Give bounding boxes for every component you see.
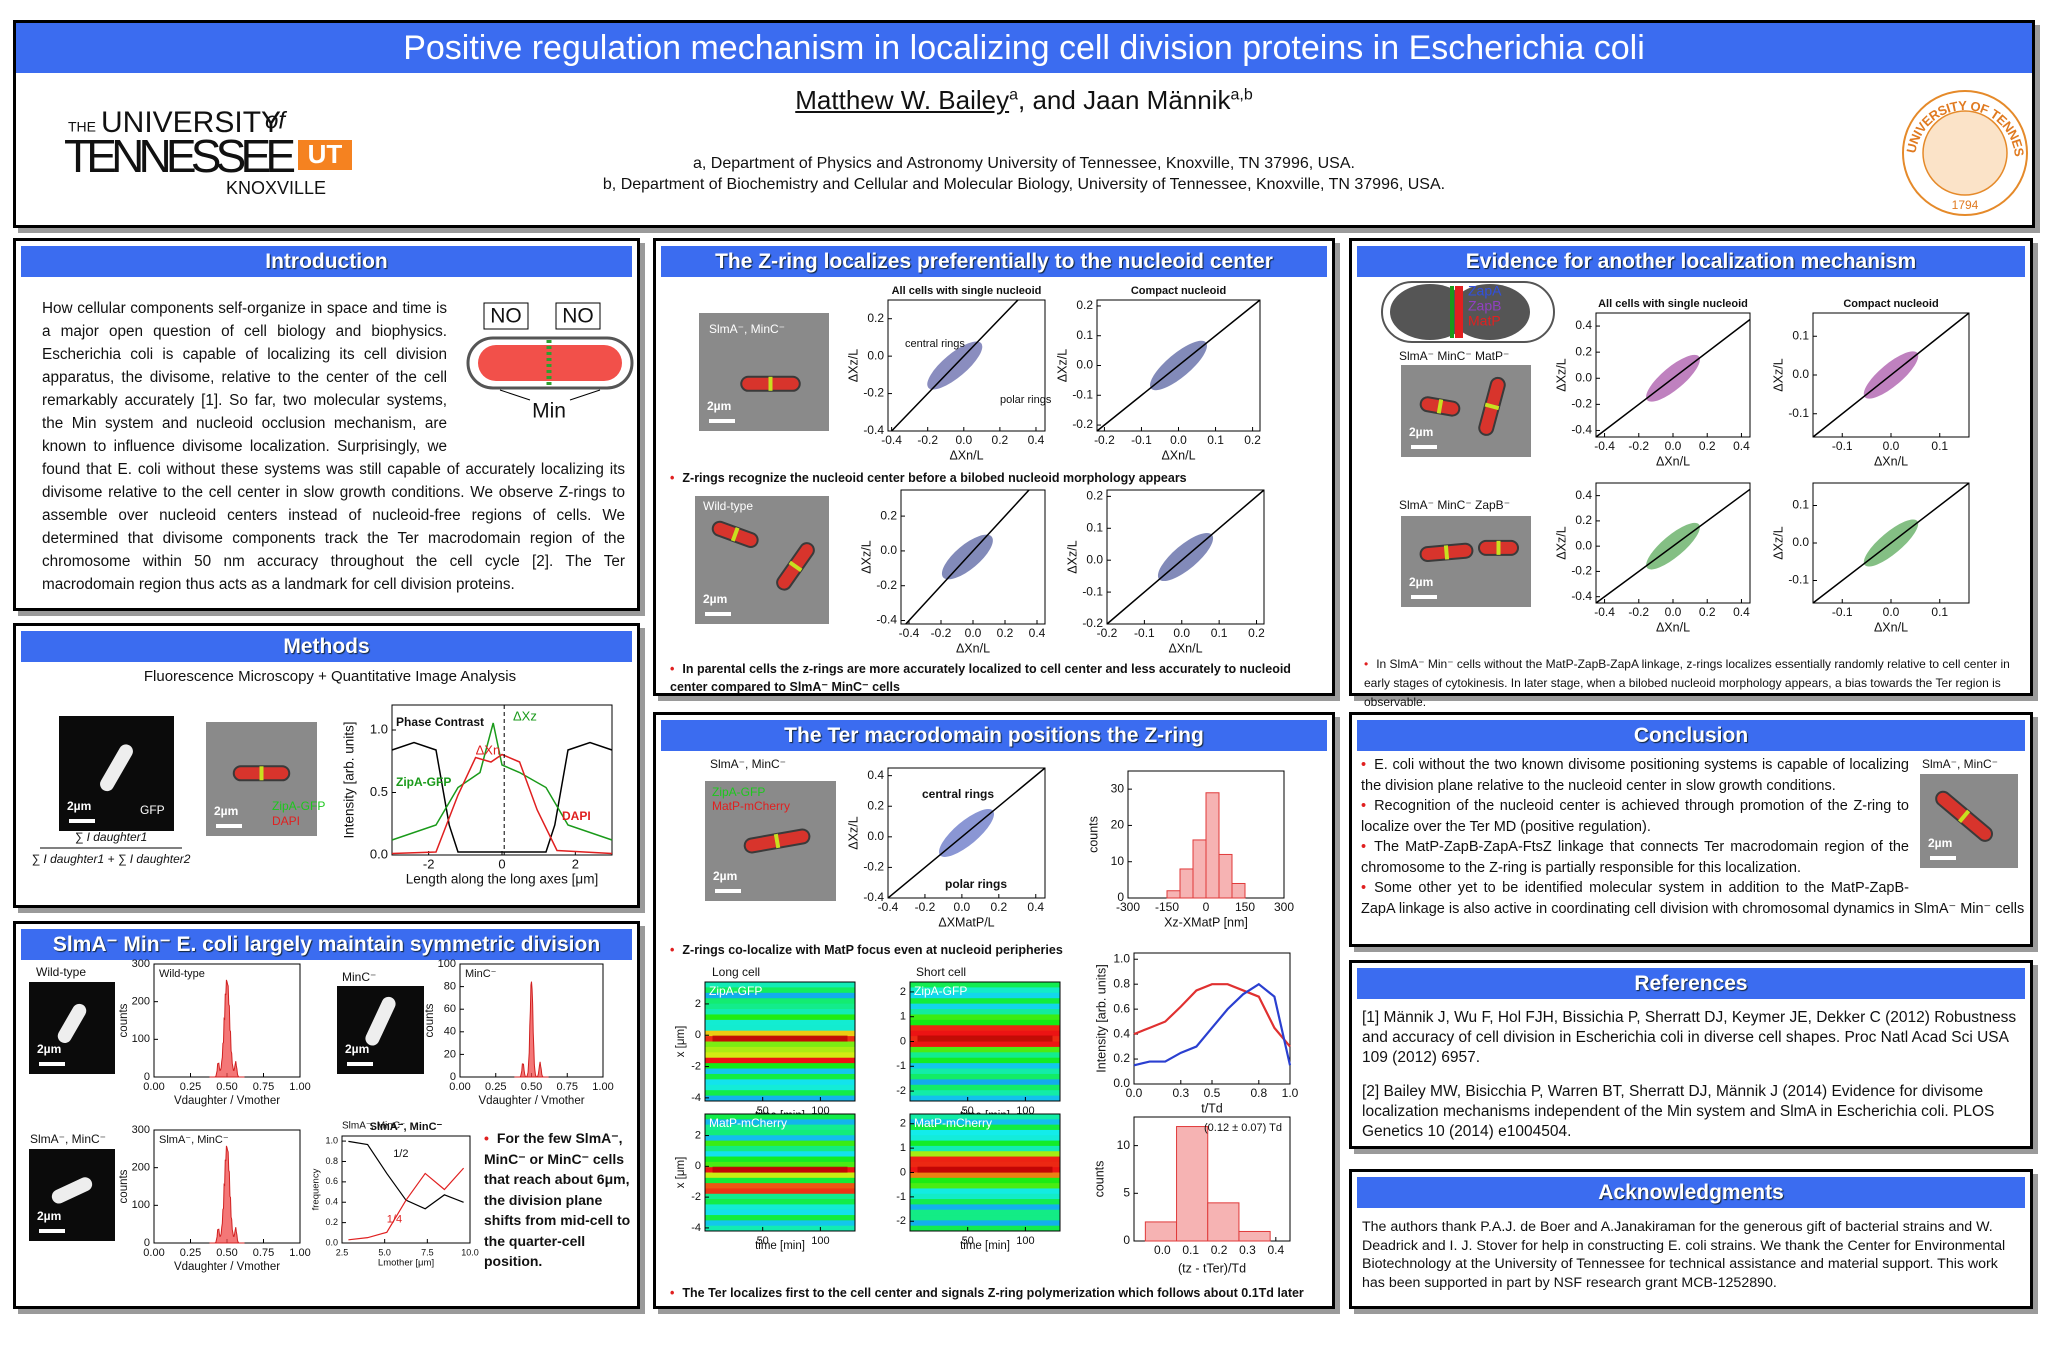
- spacer: [1909, 755, 2027, 881]
- author: , and Jaan Männik: [1018, 85, 1231, 115]
- bullet: The MatP-ZapB-ZapA-FtsZ linkage that con…: [1361, 837, 2027, 878]
- panel-title: Methods: [21, 631, 632, 662]
- panel-title: Evidence for another localization mechan…: [1357, 246, 2025, 277]
- bullet: The Ter localizes first to the cell cent…: [670, 1284, 1330, 1302]
- panel-title: The Ter macrodomain positions the Z-ring: [661, 720, 1327, 751]
- bullet: Z-rings recognize the nucleoid center be…: [670, 469, 1310, 487]
- bullet: Z-rings co-localize with MatP focus even…: [670, 941, 1310, 959]
- references-panel: References [1] Männik J, Wu F, Hol FJH, …: [1349, 960, 2033, 1149]
- methods-panel: Methods: [13, 623, 640, 908]
- conclusion-panel: Conclusion E. coli without the two known…: [1349, 712, 2033, 947]
- panel-title: SlmA⁻ Min⁻ E. coli largely maintain symm…: [21, 929, 632, 960]
- reference: [2] Bailey MW, Bisicchia P, Warren BT, S…: [1362, 1083, 1995, 1140]
- reference-list: [1] Männik J, Wu F, Hol FJH, Bissichia P…: [1362, 1008, 2024, 1142]
- authors: Matthew W. Baileya, and Jaan Männika,b: [16, 85, 2032, 116]
- ack-panel: Acknowledgments The authors thank P.A.J.…: [1349, 1169, 2033, 1309]
- conclusion-text: E. coli without the two known divisome p…: [1361, 755, 2027, 919]
- panel-title: Conclusion: [1357, 720, 2025, 751]
- affiliations: a, Department of Physics and Astronomy U…: [16, 153, 2032, 195]
- header-box: Positive regulation mechanism in localiz…: [13, 20, 2035, 228]
- panel-title: References: [1357, 968, 2025, 999]
- introduction-panel: Introduction How cellular components sel…: [13, 238, 640, 611]
- evidence-note: In SlmA⁻ Min⁻ cells without the MatP-Zap…: [1364, 655, 2014, 712]
- zring-panel: The Z-ring localizes preferentially to t…: [653, 238, 1335, 696]
- bullet: Recognition of the nucleoid center is ac…: [1361, 796, 2027, 837]
- reference: [1] Männik J, Wu F, Hol FJH, Bissichia P…: [1362, 1009, 2017, 1066]
- bullet: E. coli without the two known divisome p…: [1361, 755, 2027, 796]
- panel-title: Introduction: [21, 246, 632, 277]
- author: Matthew W. Bailey: [795, 85, 1010, 115]
- intro-text-box: How cellular components self-organize in…: [42, 297, 625, 596]
- spacer: [447, 297, 625, 437]
- ack-text: The authors thank P.A.J. de Boer and A.J…: [1362, 1219, 2006, 1291]
- intro-text: How cellular components self-organize in…: [42, 300, 625, 593]
- slma-note: For the few SlmA⁻, MinC⁻ or MinC⁻ cells …: [484, 1128, 634, 1272]
- panel-title: Acknowledgments: [1357, 1177, 2025, 1208]
- slma-panel: SlmA⁻ Min⁻ E. coli largely maintain symm…: [13, 921, 640, 1309]
- author-sup: a,b: [1230, 86, 1253, 104]
- evidence-panel: Evidence for another localization mechan…: [1349, 238, 2033, 709]
- affiliation: a, Department of Physics and Astronomy U…: [693, 155, 1355, 172]
- poster-title: Positive regulation mechanism in localiz…: [16, 23, 2032, 73]
- ter-panel: The Ter macrodomain positions the Z-ring…: [653, 712, 1335, 1309]
- panel-title: The Z-ring localizes preferentially to t…: [661, 246, 1327, 277]
- author-sup: a: [1009, 86, 1019, 104]
- bullet: In parental cells the z-rings are more a…: [670, 660, 1310, 696]
- bullet: Some other yet to be identified molecula…: [1361, 878, 2027, 919]
- affiliation: b, Department of Biochemistry and Cellul…: [602, 176, 1446, 193]
